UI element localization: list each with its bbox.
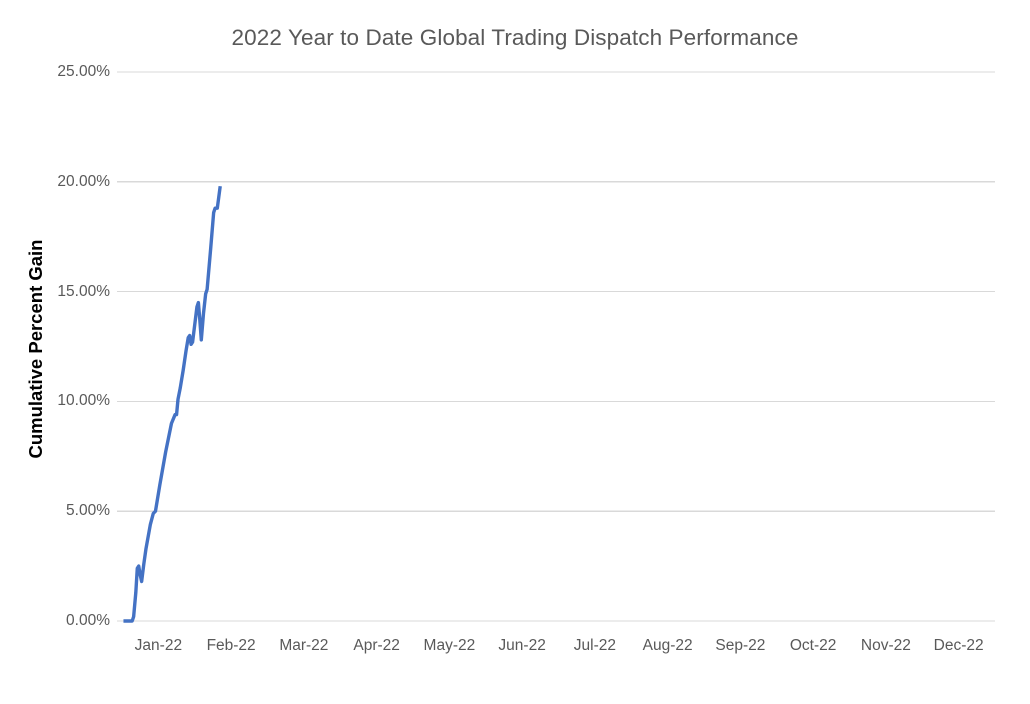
gridlines	[122, 71, 995, 622]
x-axis-label: Feb-22	[206, 637, 256, 654]
y-axis-label: 0.00%	[66, 612, 110, 629]
x-axis-label: Oct-22	[789, 637, 837, 654]
x-axis-label: Apr-22	[353, 637, 400, 654]
x-axis-label: Sep-22	[715, 637, 766, 654]
y-axis-label: 15.00%	[57, 282, 110, 300]
x-axis-label: Nov-22	[860, 637, 911, 654]
series-line-0	[123, 185, 222, 623]
x-axis-label: Aug-22	[642, 637, 693, 654]
y-axis-label: 5.00%	[66, 502, 110, 520]
y-axis-label: 25.00%	[57, 63, 110, 80]
y-axis-label: 20.00%	[57, 172, 110, 190]
x-axis-label: Jun-22	[498, 637, 546, 654]
y-axis-label: 10.00%	[57, 392, 110, 410]
chart-title: 2022 Year to Date Global Trading Dispatc…	[231, 25, 799, 50]
x-axis-label: May-22	[423, 637, 476, 654]
x-axis-label: Mar-22	[279, 637, 329, 654]
x-axis-label: Jan-22	[134, 637, 183, 654]
data-series	[123, 185, 222, 623]
x-axis-label: Jul-22	[573, 637, 616, 654]
y-axis-tickmarks	[117, 71, 122, 622]
x-axis-label: Dec-22	[933, 637, 984, 654]
